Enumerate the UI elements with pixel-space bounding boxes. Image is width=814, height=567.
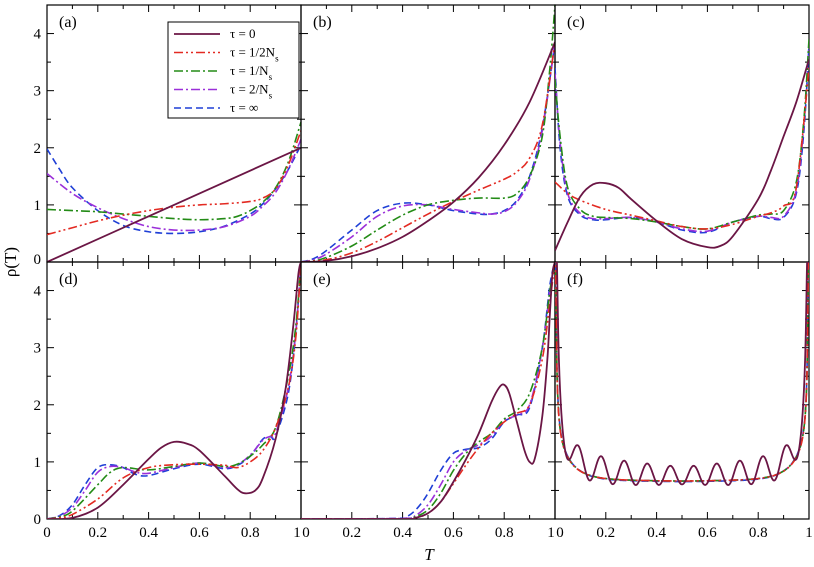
panel-label: (e) [313,271,331,288]
x-tick-label: 0.8 [749,525,768,541]
panel-c: (c) [554,4,810,263]
series-line-tau-two [47,262,301,519]
series-line-tau-one [555,262,809,482]
series-line-tau-half [47,262,301,519]
series-line-tau-inf [301,262,555,519]
x-tick-label: 0.4 [393,525,412,541]
legend-label-tau-inf: τ = ∞ [230,100,258,115]
series-group [555,39,809,251]
panel-label: (c) [567,14,585,31]
panel-label: (b) [313,14,332,31]
legend-label-subscript: s [275,54,279,64]
y-tick-label: 4 [34,27,42,43]
x-tick-label: 1 [547,525,555,541]
series-group [301,262,555,519]
legend-box [167,21,300,119]
panel-b: (b) [300,4,556,263]
series-line-tau0 [47,146,301,262]
y-tick-label: 1 [34,198,42,214]
series-line-tau-two [555,262,809,482]
y-tick-label: 1 [34,455,42,471]
x-tick-label: 0.6 [190,525,209,541]
series-line-tau0 [555,59,809,251]
y-tick-label: 0 [34,252,42,268]
panel-frame [554,4,810,263]
y-tick-label: 3 [34,84,42,100]
y-tick-label: 4 [34,284,42,300]
series-line-tau0 [47,262,301,519]
x-tick-label: 0.6 [444,525,463,541]
series-line-tau-one [301,262,555,519]
x-tick-label: 0.4 [139,525,158,541]
panel-e: 0 0.2 0.4 0.6 0.8 1 (e) [300,261,556,541]
x-tick-label: 0.6 [698,525,717,541]
y-axis-title: ρ(T) [1,247,20,277]
x-tick-label: 0.4 [647,525,666,541]
legend-label-tau-half: τ = 1/2Ns [230,45,279,64]
panel-d: 0 0.2 0.4 0.6 0.8 1 0 1 2 3 4 (d) [34,261,302,541]
legend-label-tau-two: τ = 2/Ns [230,82,273,101]
series-group [47,262,301,519]
panel-frame [300,261,556,520]
legend-label-subscript: s [269,72,273,82]
x-tick-label: 0 [556,525,564,541]
panel-frame [46,261,302,520]
series-group [555,262,809,486]
series-line-tau-inf [47,262,301,519]
x-tick-label: 1 [293,525,301,541]
legend-label-tau0: τ = 0 [230,26,256,41]
series-line-tau-half [301,41,555,262]
series-line-tau-inf [555,262,809,483]
series-group [301,5,555,262]
legend-label-tau-one: τ = 1/Ns [230,63,273,82]
panel-label: (a) [59,14,77,31]
series-group [47,121,301,262]
panel-label: (d) [59,271,78,288]
panel-label: (f) [567,271,583,288]
series-line-tau-two [301,42,555,262]
x-tick-label: 0.2 [88,525,107,541]
panel-frame [300,4,556,263]
series-line-tau-one [555,39,809,230]
x-tick-label: 0.2 [596,525,615,541]
x-tick-label: 1 [805,525,813,541]
series-line-tau-half [555,262,809,482]
x-tick-label: 0.8 [495,525,514,541]
panel-f: 0 0.2 0.4 0.6 0.8 1 (f) [554,261,813,541]
series-line-tau0 [301,262,555,519]
series-line-tau-half [301,262,555,519]
series-line-tau-inf [555,44,809,234]
series-line-tau-inf [301,42,555,262]
series-line-tau-two [301,262,555,519]
x-tick-label: 0 [43,525,51,541]
series-line-tau0 [555,262,809,486]
series-line-tau-one [47,121,301,221]
series-line-tau-one [301,5,555,262]
series-line-tau-half [555,67,809,230]
x-axis-title: T [424,545,435,564]
x-tick-label: 0.2 [342,525,361,541]
x-tick-label: 0.8 [241,525,260,541]
legend-label-subscript: s [269,91,273,101]
series-line-tau-inf [47,144,301,235]
x-tick-label: 0 [302,525,310,541]
y-tick-label: 2 [34,398,42,414]
y-tick-label: 3 [34,341,42,357]
series-line-tau-two [47,138,301,232]
y-tick-label: 2 [34,141,42,157]
series-line-tau0 [301,41,555,262]
y-tick-label: 0 [34,512,42,528]
series-line-tau-two [555,44,809,233]
series-line-tau-half [47,130,301,236]
series-line-tau-one [47,262,301,519]
